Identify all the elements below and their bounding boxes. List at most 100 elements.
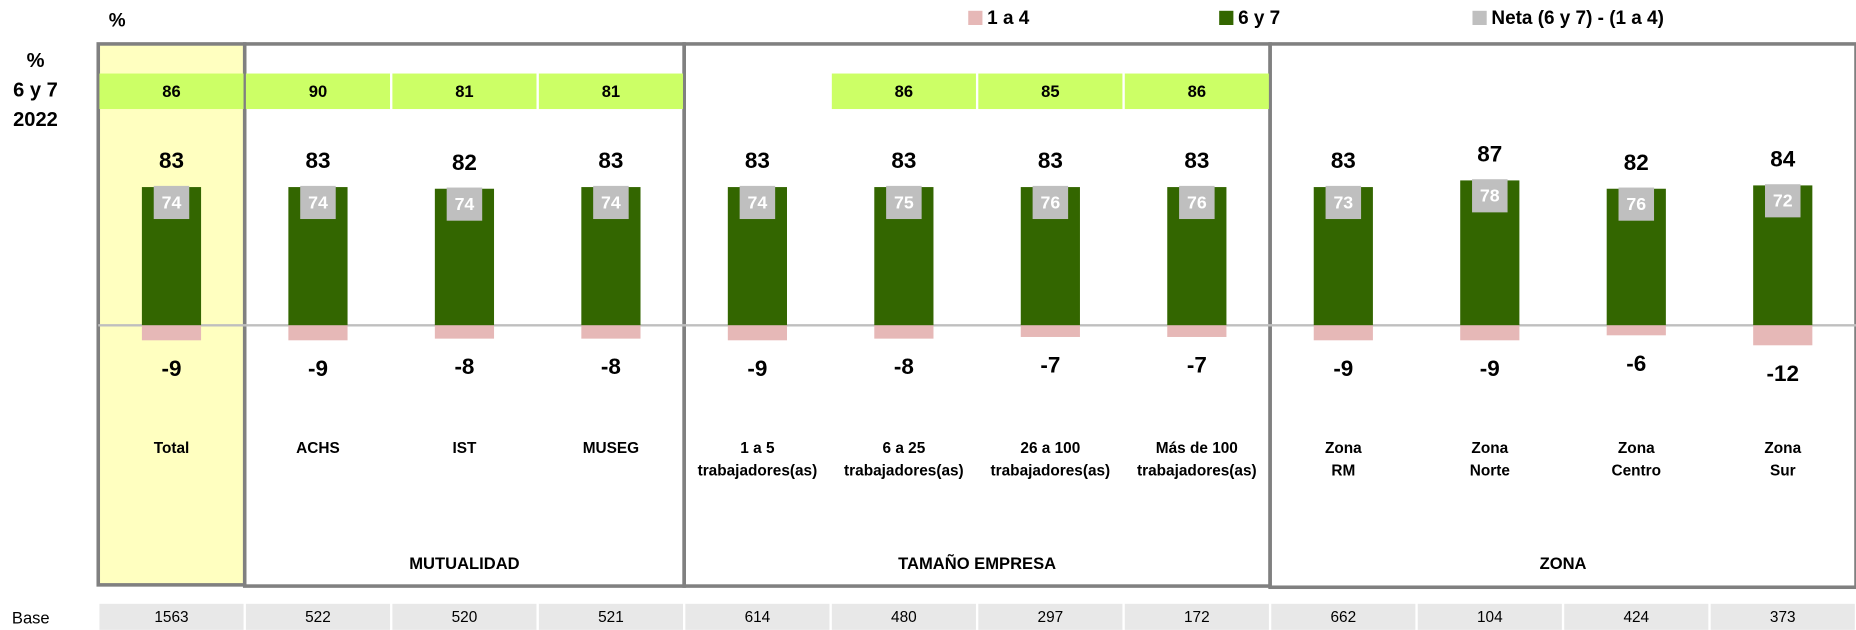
bar-negative — [581, 325, 641, 339]
bar-negative — [1606, 325, 1666, 336]
category-label: Zona — [1764, 440, 1801, 457]
base-box — [978, 603, 1123, 630]
bar-negative — [1020, 325, 1080, 337]
value-label: 83 — [745, 148, 770, 173]
bar-negative — [434, 325, 495, 339]
value-label: -7 — [1187, 353, 1207, 378]
bar-negative — [288, 325, 348, 341]
base-box — [99, 603, 244, 630]
legend-swatch — [1472, 10, 1487, 25]
reference-value: 86 — [1188, 82, 1206, 101]
value-label: -12 — [1767, 361, 1799, 386]
net-label: 74 — [748, 192, 768, 212]
category-label: Zona — [1471, 440, 1508, 457]
net-box — [446, 187, 483, 221]
reference-value: 81 — [602, 82, 620, 101]
value-label: 82 — [452, 150, 477, 175]
net-label: 76 — [1187, 192, 1207, 212]
bar-negative — [1313, 325, 1373, 341]
base-value: 104 — [1477, 609, 1503, 626]
net-label: 72 — [1773, 191, 1793, 211]
net-label: 76 — [1626, 194, 1646, 214]
value-label: -9 — [308, 356, 328, 381]
reference-value: 85 — [1041, 82, 1059, 101]
value-label: -8 — [601, 354, 621, 379]
net-label: 78 — [1480, 186, 1500, 206]
reference-value: 81 — [455, 82, 473, 101]
net-label: 74 — [601, 192, 621, 212]
category-label: IST — [452, 440, 477, 457]
base-value: 522 — [305, 609, 331, 626]
value-label: 82 — [1624, 150, 1649, 175]
base-value: 520 — [452, 609, 478, 626]
reference-value: 86 — [162, 82, 180, 101]
net-label: 73 — [1333, 192, 1353, 212]
group-label: ZONA — [1540, 554, 1587, 573]
reference-box — [831, 73, 976, 110]
base-box — [538, 603, 683, 630]
base-label: Base — [12, 609, 50, 628]
net-label: 75 — [894, 192, 914, 212]
net-label: 74 — [455, 194, 475, 214]
category-label: Zona — [1618, 440, 1655, 457]
base-value: 480 — [891, 609, 917, 626]
base-value: 424 — [1623, 609, 1649, 626]
base-box — [831, 603, 976, 630]
value-label: -9 — [1480, 356, 1500, 381]
base-box — [392, 603, 537, 630]
value-label: 83 — [159, 148, 184, 173]
value-label: -9 — [747, 356, 767, 381]
net-box — [593, 185, 629, 220]
category-label: trabajadores(as) — [844, 462, 964, 479]
legend-label: Neta (6 y 7) - (1 a 4) — [1491, 8, 1663, 29]
category-label: trabajadores(as) — [698, 462, 818, 479]
base-box — [1710, 603, 1855, 630]
category-label: 6 a 25 — [883, 440, 926, 457]
net-box — [300, 185, 336, 220]
reference-label: 6 y 7 — [13, 80, 58, 102]
reference-value: 86 — [895, 82, 913, 101]
bar-negative — [1167, 325, 1227, 337]
legend-label: 1 a 4 — [987, 8, 1030, 29]
category-label: Zona — [1325, 440, 1362, 457]
net-label: 74 — [162, 192, 182, 212]
base-value: 373 — [1770, 609, 1796, 626]
group-label: MUTUALIDAD — [409, 554, 519, 573]
net-box — [1765, 184, 1801, 218]
value-label: -9 — [1333, 356, 1353, 381]
category-label: trabajadores(as) — [991, 462, 1111, 479]
value-label: 83 — [1038, 148, 1063, 173]
category-label: Centro — [1612, 462, 1662, 479]
category-label: Norte — [1470, 462, 1511, 479]
value-label: -6 — [1626, 351, 1646, 376]
net-box — [739, 185, 776, 220]
bar-negative — [874, 325, 934, 339]
reference-label: 2022 — [13, 109, 58, 131]
bar-negative — [1460, 325, 1520, 341]
value-label: -8 — [454, 354, 474, 379]
net-box — [1618, 187, 1655, 221]
value-label: 83 — [1331, 148, 1356, 173]
net-box — [886, 185, 922, 220]
percent-label: % — [109, 10, 126, 31]
legend-swatch — [968, 10, 983, 25]
net-box — [1179, 185, 1215, 220]
category-label: 26 a 100 — [1020, 440, 1080, 457]
category-label: Más de 100 — [1156, 440, 1238, 457]
net-label: 74 — [308, 192, 328, 212]
base-value: 172 — [1184, 609, 1210, 626]
base-value: 297 — [1038, 609, 1064, 626]
base-box — [1417, 603, 1562, 630]
value-label: 83 — [891, 148, 916, 173]
category-label: ACHS — [296, 440, 340, 457]
category-label: trabajadores(as) — [1137, 462, 1257, 479]
net-label: 76 — [1040, 192, 1060, 212]
reference-box — [99, 73, 244, 110]
base-box — [245, 603, 391, 630]
net-box — [1325, 185, 1362, 220]
category-label: RM — [1331, 462, 1355, 479]
bar-negative — [1753, 325, 1813, 346]
base-value: 1563 — [154, 609, 188, 626]
